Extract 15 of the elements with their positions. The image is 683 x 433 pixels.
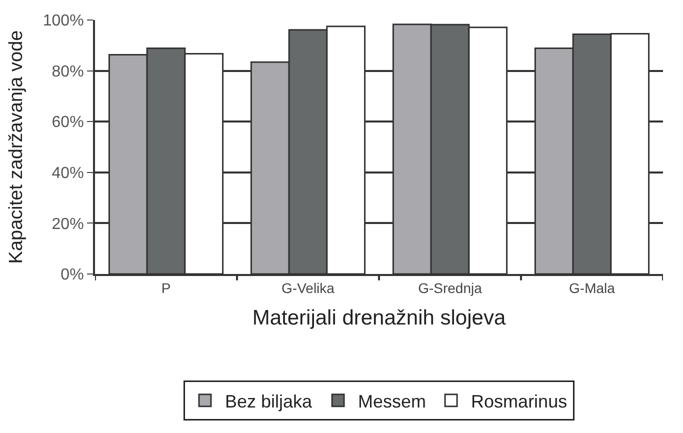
- legend-label: Messem: [358, 391, 426, 412]
- y-tick-label: 100%: [42, 12, 84, 30]
- y-tick-label: 20%: [52, 216, 84, 233]
- x-tick-label: G-Velika: [282, 280, 335, 296]
- y-tick-label: 80%: [52, 63, 84, 80]
- y-axis-title: Kapacitet zadržavanja vode: [6, 30, 28, 264]
- x-tick-label: G-Mala: [569, 280, 616, 296]
- y-tick-label: 40%: [52, 165, 84, 182]
- y-tick-label: 60%: [52, 114, 84, 132]
- x-tick-label: P: [161, 280, 171, 296]
- legend-label: Bez biljaka: [225, 391, 314, 412]
- y-tick-label: 0%: [60, 266, 84, 284]
- x-tick-label: G-Srednja: [418, 280, 482, 296]
- legend-label: Rosmarinus: [471, 391, 568, 412]
- x-axis-title: Materijali drenažnih slojeva: [252, 306, 506, 330]
